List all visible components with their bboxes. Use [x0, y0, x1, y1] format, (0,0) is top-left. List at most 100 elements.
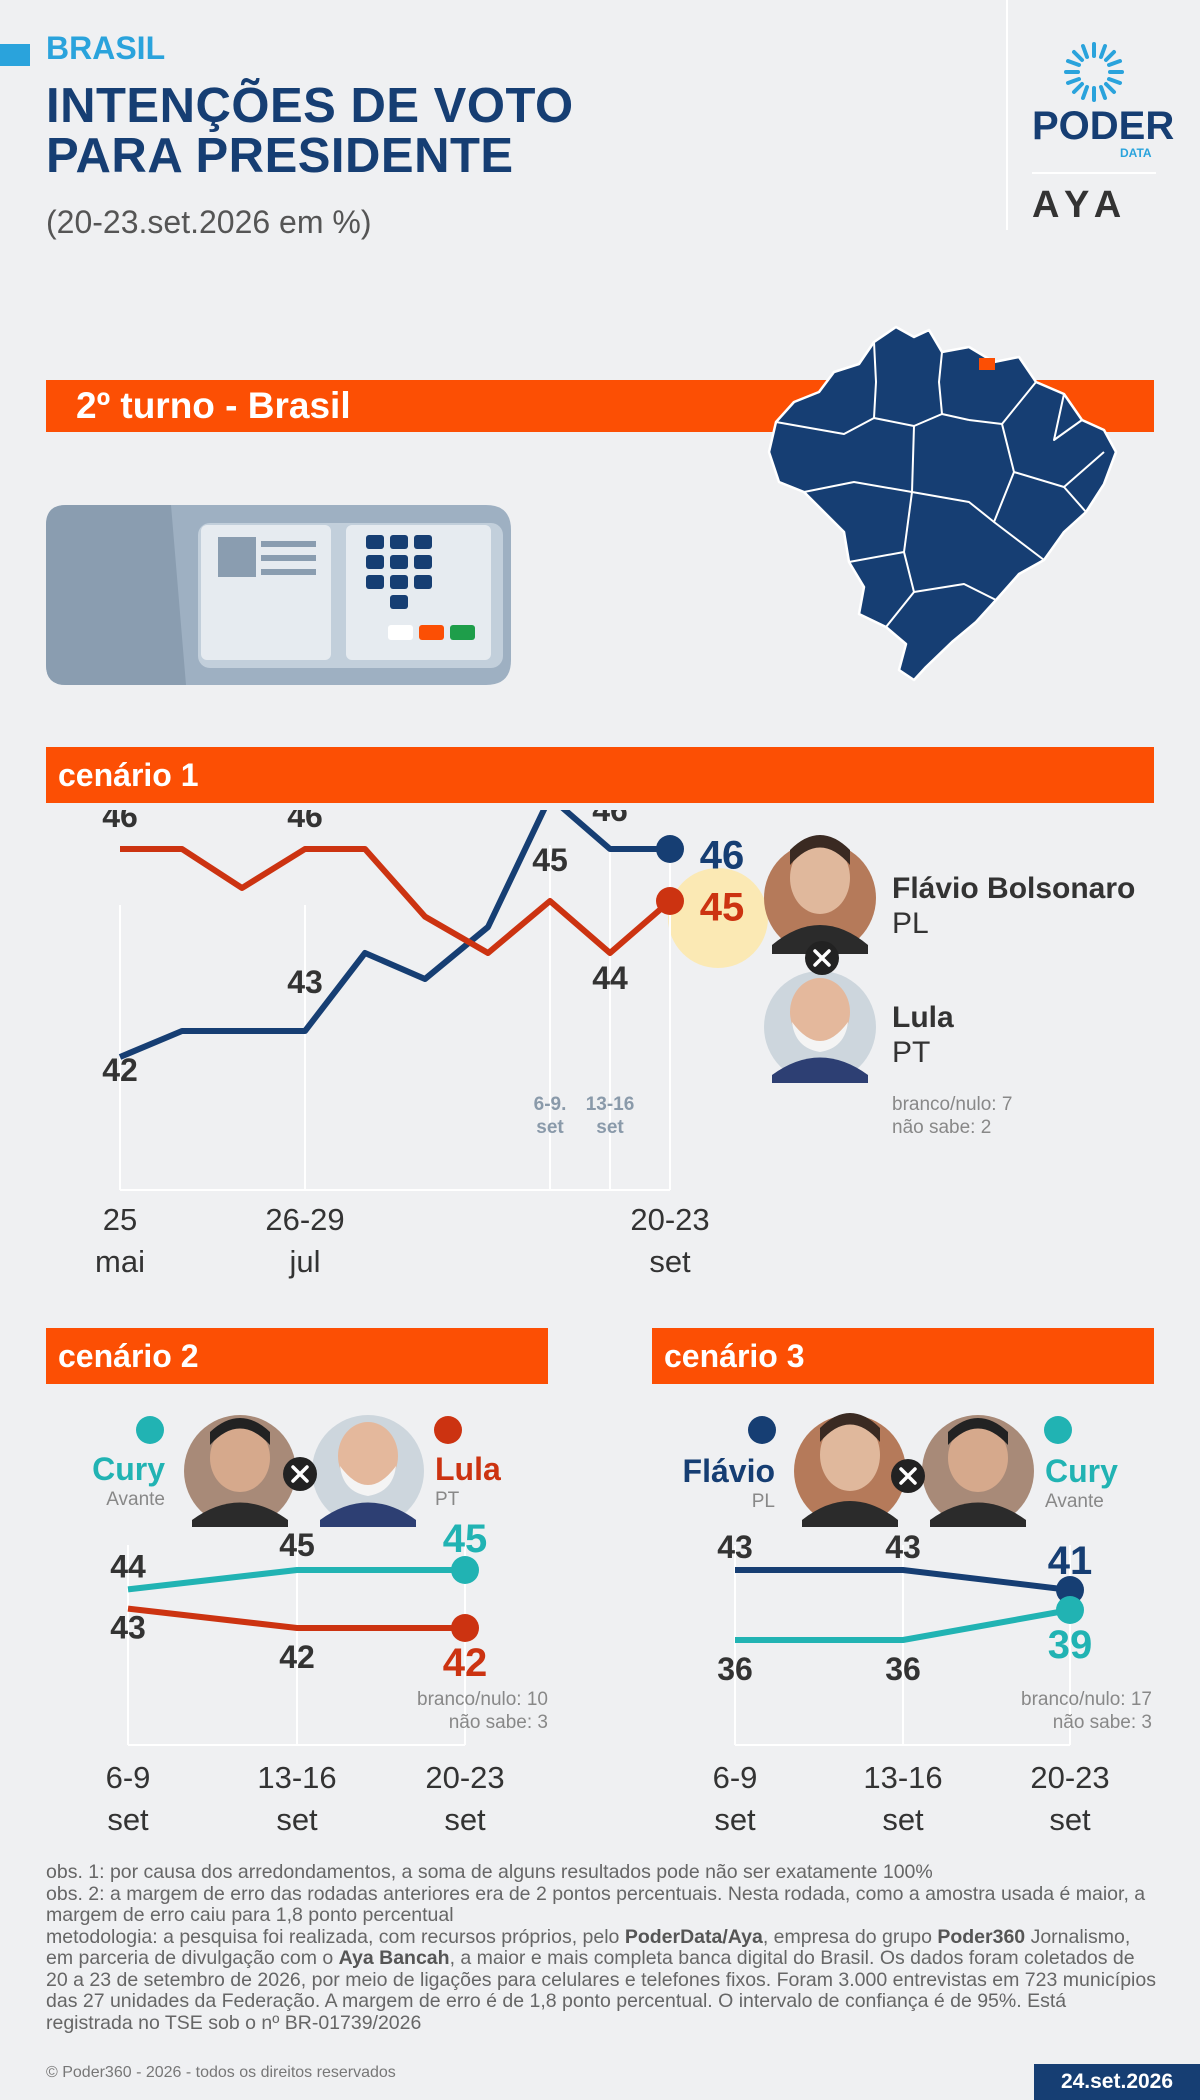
c3-x-tick: 6-9 [713, 1760, 758, 1795]
ballot-box-illustration [46, 505, 511, 685]
cury-dot-icon [136, 1416, 164, 1444]
c2-value-label: 45 [279, 1527, 315, 1563]
c1-endpoint-0 [656, 835, 684, 863]
c3-x-tick-sub: set [714, 1802, 756, 1837]
c1-x-tick: 25 [103, 1202, 137, 1237]
cury-party-3: Avante [1045, 1491, 1104, 1512]
c1-small-x-tick: 6-9. [534, 1094, 567, 1115]
methodology-text-c: , empresa do grupo [762, 1925, 938, 1948]
page-title: INTENÇÕES DE VOTO PARA PRESIDENTE [46, 79, 574, 183]
leader-highlight [668, 868, 768, 968]
scenario-2-bar: cenário 2 [46, 1328, 548, 1384]
scenario-1-bar: cenário 1 [46, 747, 1154, 803]
c1-x-tick-sub: mai [95, 1244, 145, 1279]
c3-endpoint-0 [1056, 1576, 1084, 1604]
versus-icon [805, 941, 839, 975]
versus-icon-3 [891, 1459, 925, 1493]
methodology-text-e: Jornalismo, em parceria de divulgação co… [46, 1925, 1131, 1969]
copyright: © Poder360 - 2026 - todos os direitos re… [46, 2064, 396, 2081]
cury-party: Avante [106, 1489, 165, 1510]
lula-dot-icon [434, 1416, 462, 1444]
c1-value-label: 44 [592, 960, 628, 996]
cury-name: Cury [92, 1451, 165, 1487]
footnotes: obs. 1: por causa dos arredondamentos, a… [46, 1861, 1156, 2034]
methodology-aya-bancah: Aya Bancah [338, 1947, 450, 1969]
undecided-share-2: não sabe: 3 [449, 1712, 548, 1733]
obs-2: obs. 2: a margem de erro das rodadas ant… [46, 1882, 1146, 1926]
c1-series-line-0 [118, 810, 670, 1060]
c1-value-label: 46 [102, 810, 138, 834]
lula-name: Lula [892, 1001, 954, 1034]
cury-avatar [184, 1415, 296, 1527]
scenario-2-chart: Cury Avante Lula PT 44 45 45 43 42 42 6-9 set 1… [92, 1415, 548, 1837]
methodology-text-a: metodologia: a pesquisa foi realizada, c… [46, 1925, 625, 1948]
flavio-name: Flávio Bolsonaro [892, 872, 1135, 905]
c3-value-label: 43 [885, 1529, 921, 1565]
scenario-3-chart: Flávio PL Cury Avante 43 43 41 36 36 39 6-9 se… [683, 1413, 1152, 1837]
title-line-2: PARA PRESIDENTE [46, 128, 514, 183]
c3-value-label: 43 [717, 1529, 753, 1565]
c2-x-tick: 6-9 [106, 1760, 151, 1795]
c1-value-label: 43 [287, 964, 323, 1000]
c1-value-label: 46 [287, 810, 323, 834]
kicker: BRASIL [46, 30, 166, 66]
methodology-poderdata: PoderData/Aya [624, 1925, 763, 1948]
brazil-map-illustration [767, 325, 1118, 682]
c3-x-tick: 13-16 [863, 1760, 942, 1795]
c1-x-tick-sub: set [649, 1244, 691, 1279]
c2-series-line-1 [127, 1605, 465, 1631]
c1-value-label: 45 [532, 842, 568, 878]
cury-dot-icon-3 [1044, 1416, 1072, 1444]
c2-value-label: 42 [279, 1639, 315, 1675]
scenario-3-bar: cenário 3 [652, 1328, 1154, 1384]
data-logo-text: DATA [1120, 146, 1152, 160]
c2-x-tick-sub: set [107, 1802, 149, 1837]
c3-series-line-1 [735, 1607, 1071, 1643]
kicker-marker [0, 44, 30, 66]
versus-icon-2 [283, 1457, 317, 1491]
obs-1: obs. 1: por causa dos arredondamentos, a… [46, 1861, 933, 1883]
c3-value-label: 39 [1048, 1623, 1093, 1667]
lula-party-2: PT [435, 1489, 460, 1510]
c2-series-line-0 [127, 1567, 465, 1593]
c1-value-label: 42 [102, 1052, 138, 1088]
c1-endpoint-1 [656, 887, 684, 915]
page-subtitle: (20-23.set.2026 em %) [46, 204, 372, 240]
flavio-name-3: Flávio [683, 1453, 775, 1489]
methodology-poder360: Poder360 [937, 1925, 1026, 1948]
flavio-avatar [764, 835, 876, 954]
flavio-party-3: PL [752, 1491, 775, 1512]
c3-series-line-0 [735, 1567, 1071, 1593]
c1-value-label: 46 [700, 834, 745, 878]
lula-avatar [764, 971, 876, 1083]
flavio-dot-icon [748, 1416, 776, 1444]
title-line-1: INTENÇÕES DE VOTO [46, 79, 574, 133]
c1-small-x-tick: 13-16 [586, 1094, 635, 1115]
aya-logo-text: AYA [1032, 184, 1130, 226]
blank-null-share-2: branco/nulo: 10 [417, 1689, 548, 1710]
c3-endpoint-1 [1056, 1596, 1084, 1624]
flavio-party: PL [892, 907, 929, 940]
c3-value-label: 41 [1048, 1539, 1093, 1583]
c1-small-x-tick-sub: set [536, 1117, 564, 1138]
c3-value-label: 36 [717, 1651, 753, 1687]
c2-value-label: 45 [443, 1517, 488, 1561]
c2-x-tick-sub: set [276, 1802, 318, 1837]
c1-value-label: 46 [592, 810, 628, 828]
publish-date: 24.set.2026 [1034, 2064, 1200, 2100]
c2-x-tick-sub: set [444, 1802, 486, 1837]
c3-value-label: 36 [885, 1651, 921, 1687]
logo-divider [1006, 0, 1008, 230]
cury-name-3: Cury [1045, 1453, 1118, 1489]
c3-x-tick-sub: set [1049, 1802, 1091, 1837]
flavio-avatar-3 [794, 1413, 906, 1527]
c1-x-tick-sub: jul [288, 1244, 320, 1279]
c2-x-tick: 20-23 [425, 1760, 504, 1795]
c2-value-label: 43 [110, 1610, 146, 1646]
lula-avatar-2 [312, 1415, 424, 1527]
c1-value-label: 45 [700, 886, 745, 930]
blank-null-share-3: branco/nulo: 17 [1021, 1689, 1152, 1710]
c2-value-label: 42 [443, 1641, 488, 1685]
lula-party: PT [892, 1036, 930, 1069]
blank-null-share: branco/nulo: 7 [892, 1094, 1012, 1115]
